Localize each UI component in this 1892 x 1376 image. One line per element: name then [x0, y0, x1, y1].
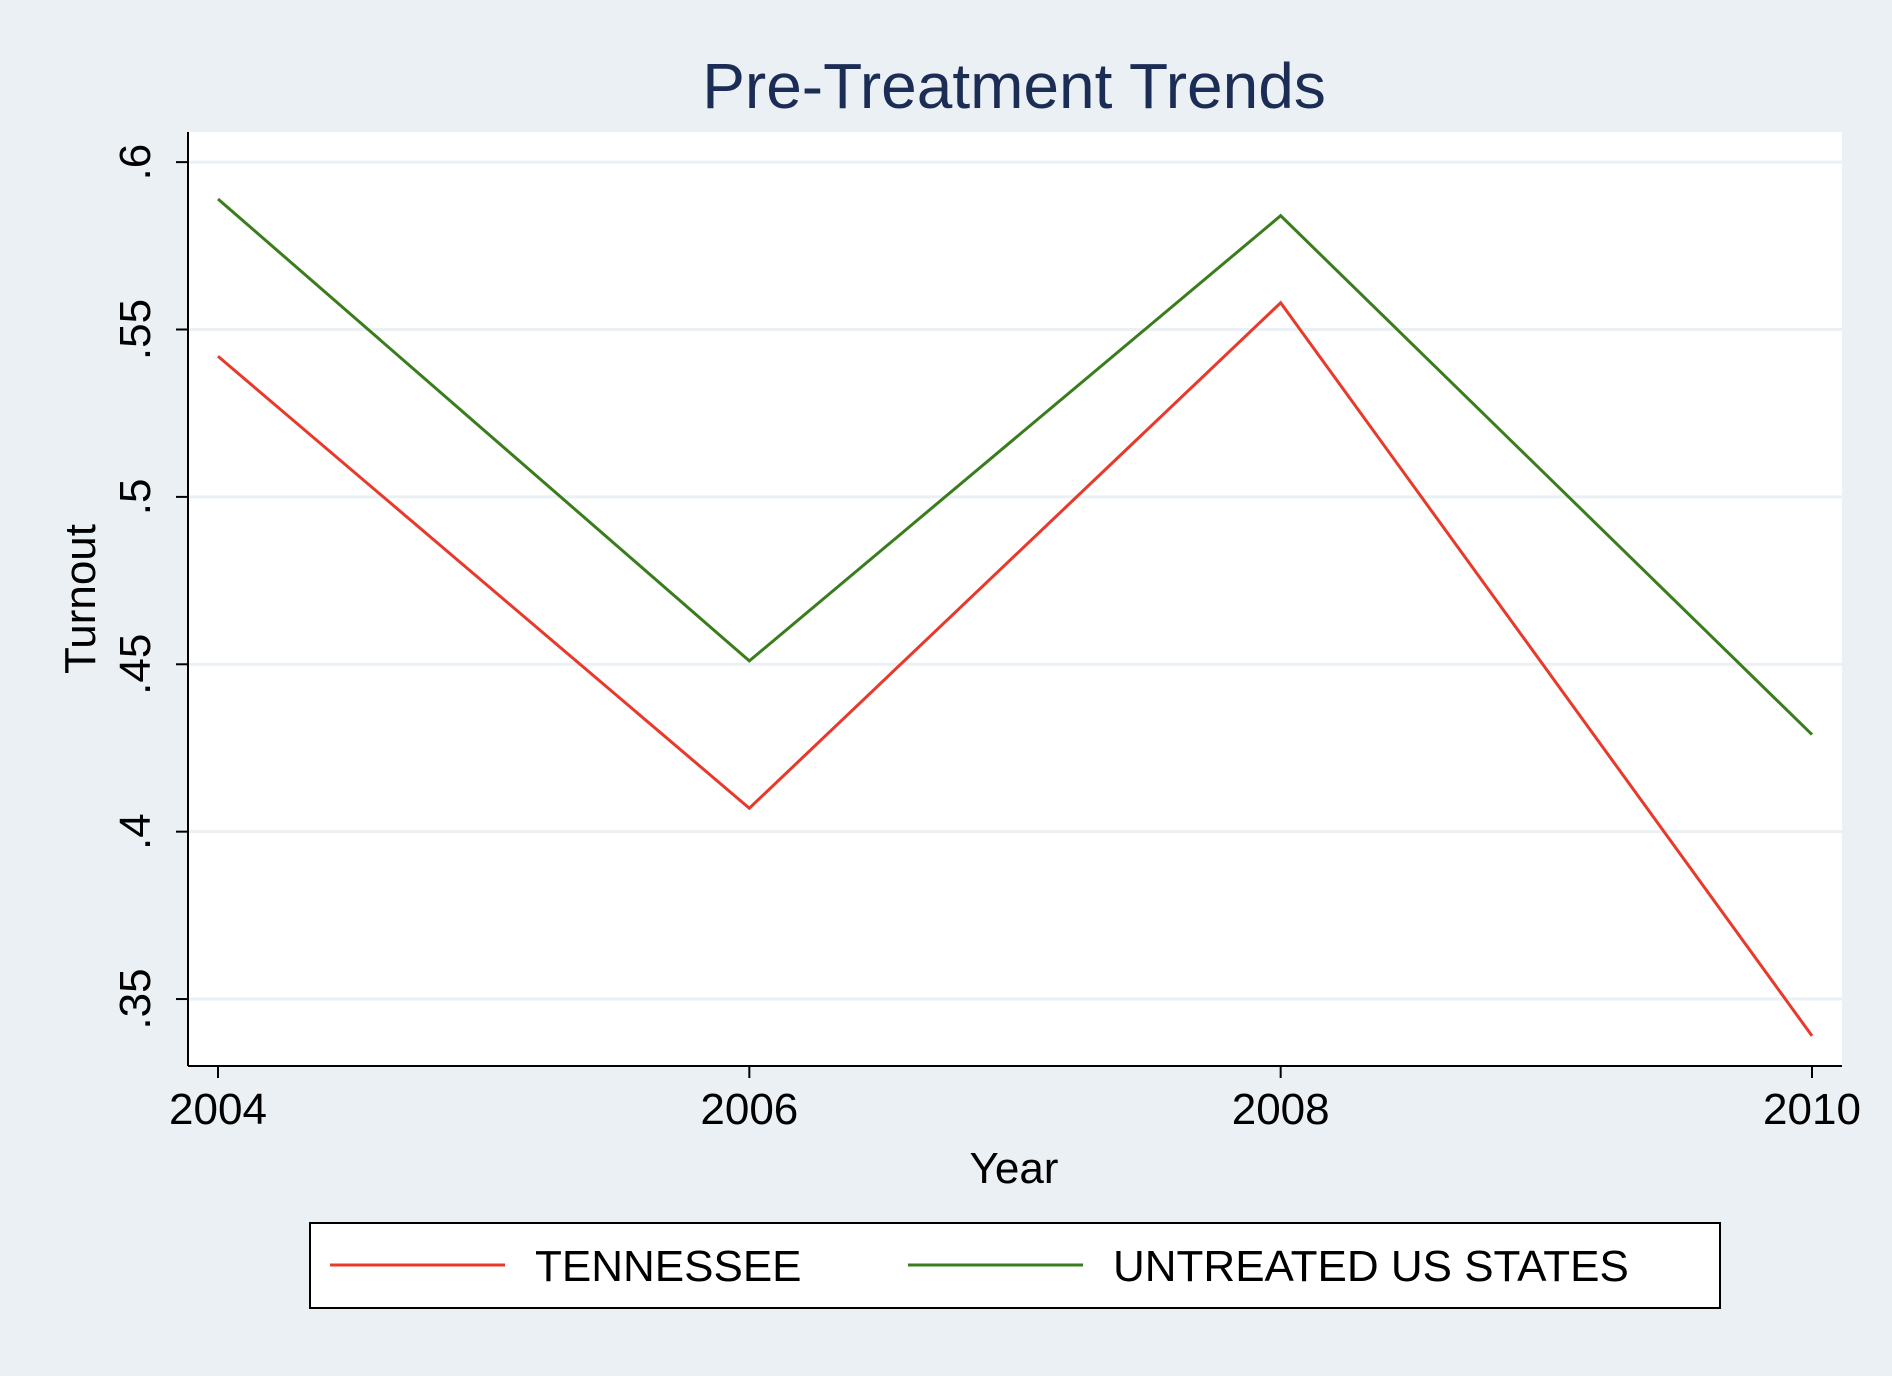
- y-tick-label: .35: [111, 968, 160, 1029]
- series-line-2: [217, 197, 1814, 736]
- plot-area: [188, 132, 1842, 1065]
- x-axis-ticks: 2004 2006 2008 2010: [169, 1066, 1861, 1134]
- legend-label-1: TENNESSEE: [535, 1242, 802, 1291]
- y-tick-label: .55: [111, 299, 160, 360]
- series-line-1: [217, 300, 1814, 1037]
- x-tick-label: 2004: [169, 1085, 267, 1134]
- y-tick-label: .4: [111, 813, 160, 850]
- x-tick-label: 2006: [700, 1085, 798, 1134]
- y-tick-label: .6: [111, 144, 160, 181]
- gridlines: [188, 160, 1842, 1001]
- legend-label-2: UNTREATED US STATES: [1113, 1242, 1629, 1291]
- x-tick-label: 2008: [1232, 1085, 1330, 1134]
- x-axis-title: Year: [970, 1144, 1059, 1193]
- y-tick-label: .5: [111, 479, 160, 516]
- legend: TENNESSEE UNTREATED US STATES: [330, 1242, 1629, 1291]
- y-tick-label: .45: [111, 634, 160, 695]
- x-tick-label: 2010: [1763, 1085, 1861, 1134]
- series-lines: [217, 197, 1814, 1037]
- y-axis-title: Turnout: [56, 524, 105, 674]
- chart-title: Pre-Treatment Trends: [702, 50, 1326, 122]
- y-axis-ticks: .35 .4 .45 .5 .55 .6: [111, 144, 188, 1030]
